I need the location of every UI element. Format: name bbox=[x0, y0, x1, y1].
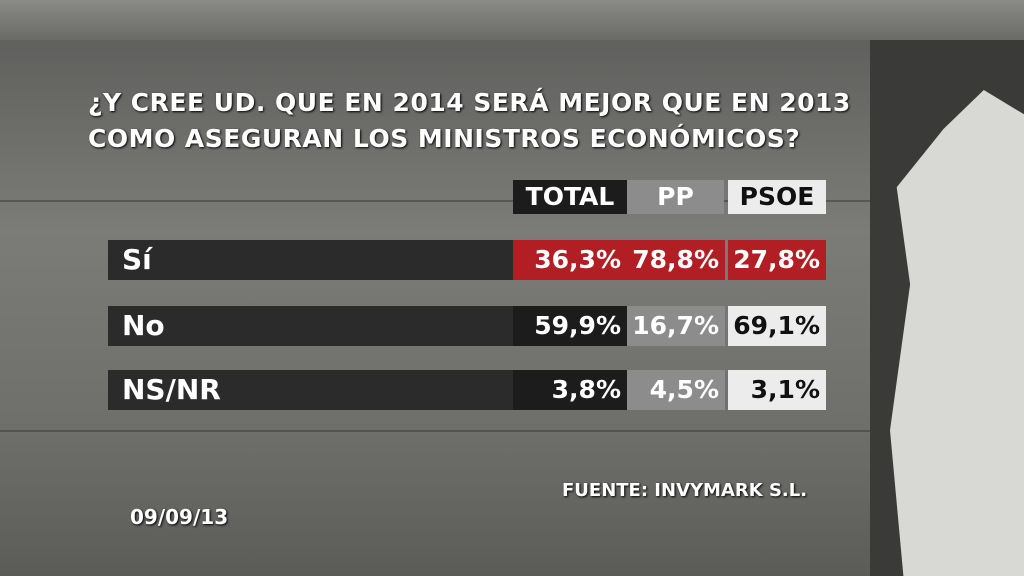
column-header: PP bbox=[627, 180, 724, 214]
cell: 3,8% bbox=[513, 370, 627, 410]
column-header: TOTAL bbox=[513, 180, 627, 214]
wall-seam bbox=[0, 430, 870, 432]
cell: 16,7% bbox=[627, 306, 725, 346]
cell: 69,1% bbox=[728, 306, 826, 346]
cell: 3,1% bbox=[728, 370, 826, 410]
title-line: ¿Y CREE UD. QUE EN 2014 SERÁ MEJOR QUE E… bbox=[88, 88, 851, 117]
date: 09/09/13 bbox=[130, 505, 229, 529]
source: FUENTE: INVYMARK S.L. bbox=[562, 480, 808, 501]
ceiling bbox=[0, 0, 1024, 40]
table-row: No 59,9% 16,7% 69,1% bbox=[108, 306, 826, 346]
cell: 36,3% bbox=[513, 240, 627, 280]
cell: 4,5% bbox=[627, 370, 725, 410]
title-line: COMO ASEGURAN LOS MINISTROS ECONÓMICOS? bbox=[88, 124, 801, 153]
column-header: PSOE bbox=[728, 180, 826, 214]
cell: 78,8% bbox=[627, 240, 725, 280]
cell: 59,9% bbox=[513, 306, 627, 346]
row-label: NS/NR bbox=[108, 370, 513, 410]
row-label: No bbox=[108, 306, 513, 346]
table-row: NS/NR 3,8% 4,5% 3,1% bbox=[108, 370, 826, 410]
statue-image bbox=[890, 90, 1024, 576]
row-label: Sí bbox=[108, 240, 513, 280]
cell: 27,8% bbox=[728, 240, 826, 280]
wall-seam bbox=[0, 200, 870, 202]
table-row: Sí 36,3% 78,8% 27,8% bbox=[108, 240, 826, 280]
